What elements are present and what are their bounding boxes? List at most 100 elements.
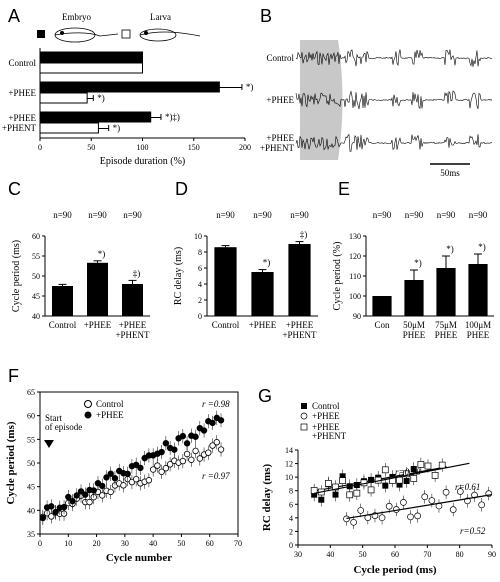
panel-a-significance-label: *)‡) <box>165 112 180 122</box>
panel-e-category-label: 75μM PHEE <box>435 320 458 340</box>
panel-e-category-label: 50μM PHEE <box>403 320 426 340</box>
panel-g-x-tick-label: 90 <box>488 550 496 559</box>
tadpole-larva-icon <box>139 28 201 42</box>
panel-g-point <box>332 491 339 498</box>
panel-f-frame <box>39 391 239 535</box>
panel-g-point <box>410 475 418 482</box>
panel-g-point <box>343 515 350 523</box>
panel-g-x-tick-label: 60 <box>391 550 399 559</box>
panel-f-point <box>162 465 170 472</box>
panel-g-point <box>400 499 407 506</box>
panel-g-point <box>368 476 375 483</box>
panel-a-group-label: +PHEE <box>8 88 36 98</box>
panel-a-x-tick-label: 50 <box>87 143 95 152</box>
panel-f-point <box>48 513 55 520</box>
legend-larva-swatch <box>121 29 131 39</box>
panel-g-point <box>389 477 396 484</box>
panel-a-bar <box>39 111 152 123</box>
panel-e-significance-label: *) <box>414 258 422 268</box>
legend-embryo-swatch <box>37 30 45 38</box>
panel-f-y-tick-label: 60 <box>27 412 35 421</box>
panel-d-chart: 0 2 4 6 8 10 RC delay (ms) Control n=90 +PHEE n=90… <box>173 210 318 340</box>
panel-a-significance-label: *) <box>113 123 121 133</box>
panel-f-y-axis-label: Cycle period (ms) <box>5 421 17 504</box>
panel-e-bar <box>372 296 392 316</box>
panel-g-y-tick-label: 4 <box>289 514 293 523</box>
panel-f-point <box>162 440 170 447</box>
panel-g-y-tick-label: 8 <box>289 487 293 496</box>
panel-d-significance-label: ‡) <box>300 230 308 240</box>
panel-b-traces: Control +PHEE +PHEE +PHENT 50ms <box>260 40 493 178</box>
panel-f-point <box>217 446 225 453</box>
panel-f-point <box>111 475 119 482</box>
panel-g-x-tick-label: 80 <box>456 550 464 559</box>
panel-d-y-tick-label: 0 <box>198 312 202 321</box>
panel-d-n-label: n=90 <box>290 210 309 220</box>
panel-g-point <box>424 462 432 470</box>
panel-f-point <box>183 440 191 447</box>
panel-b-trace <box>295 49 493 67</box>
panel-b-stimulus-region <box>300 40 343 160</box>
panel-d-category-label: +PHEE +PHENT <box>282 320 317 340</box>
legend-larva-label: Larva <box>150 12 171 22</box>
panel-f-point <box>107 488 114 496</box>
panel-g-x-axis-label: Cycle period (ms) <box>353 564 436 576</box>
panel-e-n-label: n=90 <box>469 210 488 220</box>
panel-f-x-tick-label: 40 <box>149 539 157 548</box>
panel-f-point <box>82 491 89 498</box>
panel-f-point <box>39 514 47 522</box>
panel-g-point <box>403 470 410 478</box>
panel-d-y-axis-label: RC delay (ms) <box>173 247 184 305</box>
panel-e-bar <box>468 264 488 316</box>
panel-f-point <box>128 478 136 486</box>
panel-a-x-tick-label: 100 <box>137 143 149 152</box>
panel-g-point <box>456 488 464 495</box>
panel-f-point <box>86 498 93 506</box>
panel-f-point <box>99 492 106 499</box>
panel-f-point <box>124 470 131 478</box>
panel-e-y-tick-label: 100 <box>349 292 361 301</box>
panel-f-x-tick-label: 10 <box>64 539 72 548</box>
panel-g-point <box>382 482 389 489</box>
panel-d-y-tick-label: 10 <box>194 232 202 241</box>
panel-g-point <box>339 477 346 484</box>
panel-g-point <box>350 518 357 526</box>
panel-c-y-tick-label: 40 <box>32 312 40 321</box>
panel-f-point <box>90 487 97 494</box>
panel-f-point <box>145 477 153 484</box>
panel-c-n-label: n=90 <box>53 210 72 220</box>
panel-g-point <box>385 502 393 510</box>
panel-letter-g: G <box>258 386 272 406</box>
panel-d-n-label: n=90 <box>253 210 272 220</box>
panel-c-bar <box>122 284 143 316</box>
panel-g-point <box>357 507 365 514</box>
panel-f-x-tick-label: 30 <box>121 539 129 548</box>
panel-f-legend-phee-label: +PHEE <box>96 410 124 420</box>
panel-e-significance-label: *) <box>478 242 486 252</box>
panel-g-r-label-phee: r=0.52 <box>460 526 486 536</box>
panel-f-x-tick-label: 20 <box>93 539 101 548</box>
panel-f-y-tick-label: 50 <box>27 459 35 468</box>
panel-g-legend-phent-label: +PHEE +PHENT <box>312 422 347 441</box>
panel-d-n-label: n=90 <box>216 210 235 220</box>
panel-f-r-label-control: r =0.97 <box>202 471 230 481</box>
panel-g-x-tick-label: 50 <box>359 550 367 559</box>
panel-f-point <box>200 427 208 434</box>
panel-g-legend-control-label: Control <box>312 401 340 411</box>
panel-b-trace-label: +PHEE <box>266 95 294 105</box>
panel-f-point <box>209 419 216 427</box>
panel-f-point <box>183 450 191 458</box>
panel-g-point <box>318 496 325 503</box>
panel-a-x-axis-label: Episode duration (%) <box>100 156 186 167</box>
panel-a-x-tick-label: 150 <box>188 143 200 152</box>
panel-f-point <box>192 433 199 440</box>
panel-b-trace <box>295 90 493 110</box>
panel-g-point <box>403 478 410 485</box>
panel-e-y-tick-label: 120 <box>349 252 361 261</box>
panel-c-n-label: n=90 <box>123 210 142 220</box>
panel-letter-c: C <box>8 179 21 199</box>
panel-f-point <box>120 482 127 489</box>
panel-g-point <box>407 513 414 521</box>
panel-c-y-tick-label: 50 <box>32 272 40 281</box>
